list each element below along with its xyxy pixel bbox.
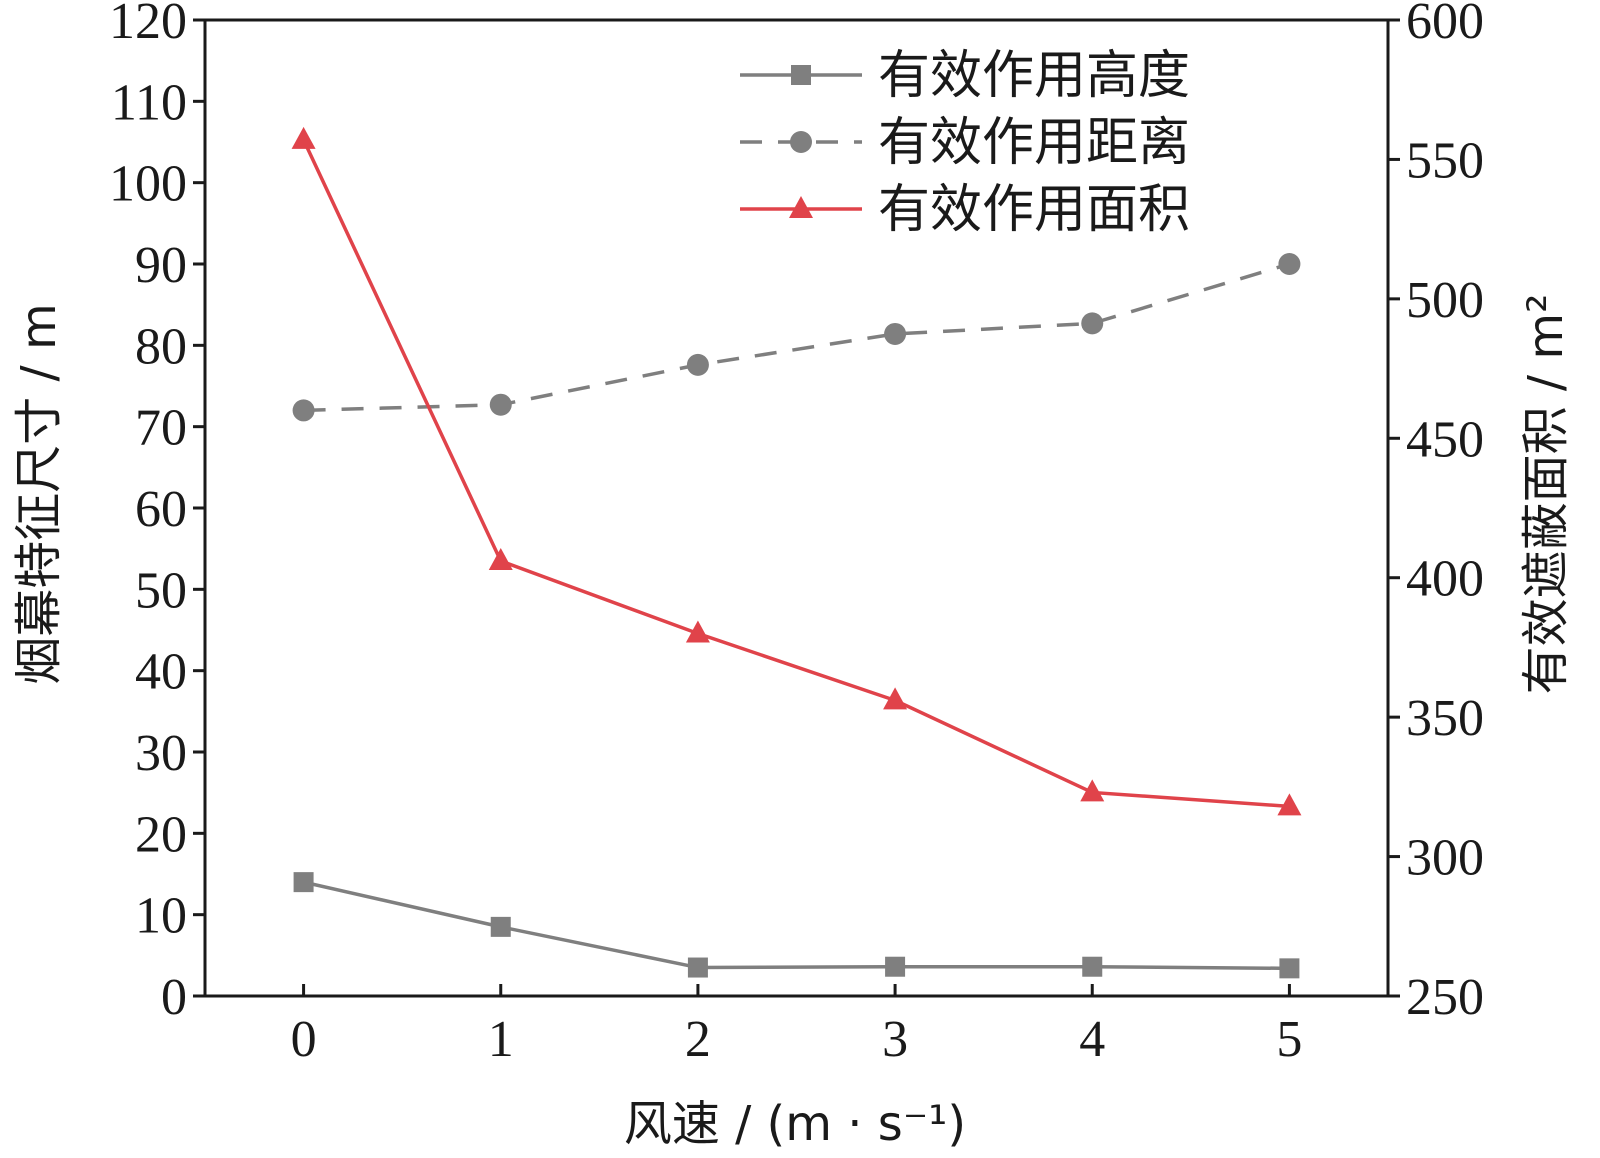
data-point (1277, 793, 1302, 816)
x-tick-label: 3 (882, 1011, 908, 1068)
data-point (687, 957, 708, 978)
plot-frame (203, 18, 1390, 998)
legend-marker (791, 65, 811, 85)
y-left-tick-label: 30 (135, 725, 187, 782)
y-left-tick-label: 110 (111, 74, 187, 131)
data-point (884, 322, 907, 345)
y-right-tick-label: 450 (1406, 411, 1484, 468)
axes: 0102030405060708090100110120250300350400… (109, 0, 1484, 1068)
data-point (1082, 956, 1103, 977)
legend-label: 有效作用距离 (878, 113, 1190, 173)
y-right-tick-label: 350 (1406, 690, 1484, 747)
series-1 (293, 872, 1300, 979)
legend-label: 有效作用面积 (878, 180, 1190, 240)
data-point (490, 916, 511, 937)
data-point (488, 547, 513, 570)
y-left-tick-label: 90 (135, 237, 187, 294)
y-axis-left-title: 烟幕特征尺寸 / m (11, 303, 67, 684)
y-right-tick-label: 300 (1406, 830, 1484, 887)
y-left-tick-label: 10 (135, 888, 187, 945)
data-point (685, 620, 710, 643)
data-point (686, 353, 709, 376)
y-right-tick-label: 500 (1406, 272, 1484, 329)
y-right-tick-label: 550 (1406, 132, 1484, 189)
legend-label: 有效作用高度 (878, 46, 1190, 106)
y-left-tick-label: 50 (135, 562, 187, 619)
x-tick-label: 4 (1079, 1011, 1105, 1068)
y-left-tick-label: 40 (135, 644, 187, 701)
data-point (1279, 958, 1300, 979)
x-tick-label: 0 (291, 1011, 317, 1068)
data-point (292, 399, 315, 422)
series-line (301, 139, 1290, 809)
x-axis-title: 风速 / (m · s⁻¹) (624, 1096, 966, 1152)
y-left-tick-label: 80 (135, 318, 187, 375)
y-left-tick-label: 0 (161, 969, 187, 1026)
legend-marker (789, 196, 813, 218)
y-left-tick-label: 60 (135, 481, 187, 538)
series-line (303, 880, 1290, 971)
data-point (1080, 779, 1105, 802)
y-axis-right-title: 有效遮蔽面积 / m² (1518, 294, 1574, 695)
y-right-tick-label: 250 (1406, 969, 1484, 1026)
x-tick-label: 2 (685, 1011, 711, 1068)
y-right-tick-label: 600 (1406, 0, 1484, 50)
y-left-tick-label: 70 (135, 400, 187, 457)
data-point (291, 126, 316, 149)
series-line (303, 262, 1290, 413)
x-tick-label: 5 (1276, 1011, 1302, 1068)
y-left-tick-label: 20 (135, 806, 187, 863)
series-2 (292, 253, 1301, 422)
data-point (1081, 312, 1104, 335)
legend-item: 有效作用面积 (740, 180, 1190, 240)
y-left-tick-label: 120 (109, 0, 187, 50)
y-left-tick-label: 100 (109, 156, 187, 213)
y-right-tick-label: 400 (1406, 551, 1484, 608)
data-point (885, 956, 906, 977)
legend-item: 有效作用距离 (740, 113, 1190, 173)
legend-item: 有效作用高度 (740, 46, 1190, 106)
data-point (1278, 253, 1301, 275)
x-tick-label: 1 (488, 1011, 514, 1068)
data-point (489, 393, 512, 416)
data-point (293, 872, 314, 893)
data-point (883, 687, 908, 710)
legend-marker (790, 131, 812, 153)
series-group (291, 126, 1302, 979)
series-3 (291, 126, 1302, 816)
